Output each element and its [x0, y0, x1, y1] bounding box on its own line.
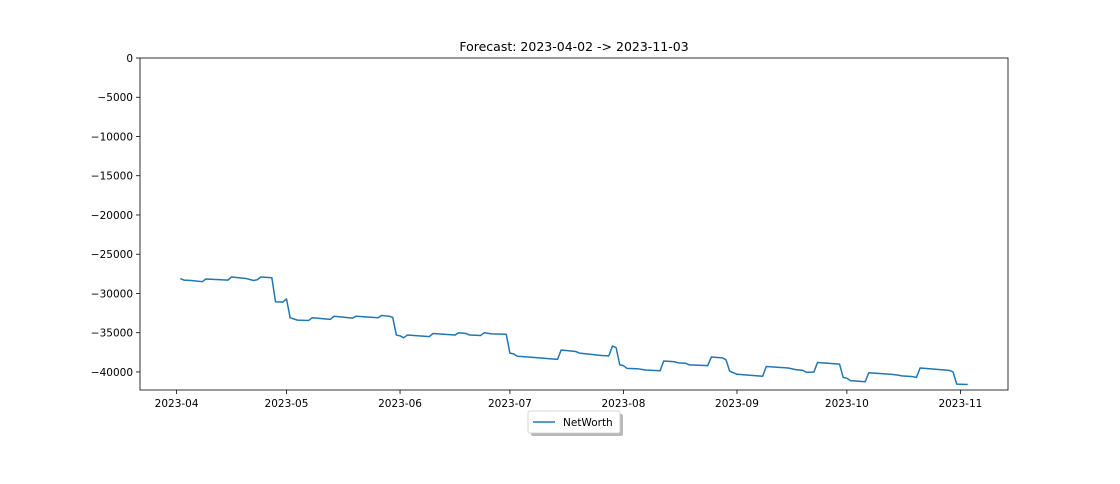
x-tick-label: 2023-06 — [378, 398, 422, 410]
y-tick-label: −5000 — [97, 92, 133, 104]
x-axis-ticks: 2023-04 2023-05 2023-06 2023-07 2023-08 2023-… — [155, 390, 982, 410]
x-tick-label: 2023-08 — [602, 398, 646, 410]
legend: NetWorth — [527, 410, 623, 436]
x-tick-label: 2023-04 — [155, 398, 199, 410]
legend-label-networth: NetWorth — [563, 417, 613, 429]
y-tick-label: −10000 — [91, 131, 133, 143]
legend-box — [527, 410, 621, 434]
y-tick-label: −15000 — [91, 171, 133, 183]
chart-title: Forecast: 2023-04-02 -> 2023-11-03 — [459, 39, 688, 54]
plot-frame — [139, 57, 1009, 391]
x-tick-label: 2023-05 — [265, 398, 309, 410]
y-tick-label: −30000 — [91, 288, 133, 300]
y-tick-label: −20000 — [91, 210, 133, 222]
x-tick-label: 2023-10 — [825, 398, 869, 410]
y-tick-label: −40000 — [91, 367, 133, 379]
x-tick-label: 2023-07 — [488, 398, 532, 410]
networth-series-line — [179, 276, 968, 386]
x-tick-label: 2023-09 — [715, 398, 759, 410]
x-tick-label: 2023-11 — [938, 398, 982, 410]
y-axis-ticks: 0 −5000 −10000 −15000 −20000 −25000 −30000 −350… — [91, 53, 140, 379]
y-tick-label: −35000 — [91, 328, 133, 340]
y-tick-label: 0 — [126, 53, 133, 65]
y-tick-label: −25000 — [91, 249, 133, 261]
